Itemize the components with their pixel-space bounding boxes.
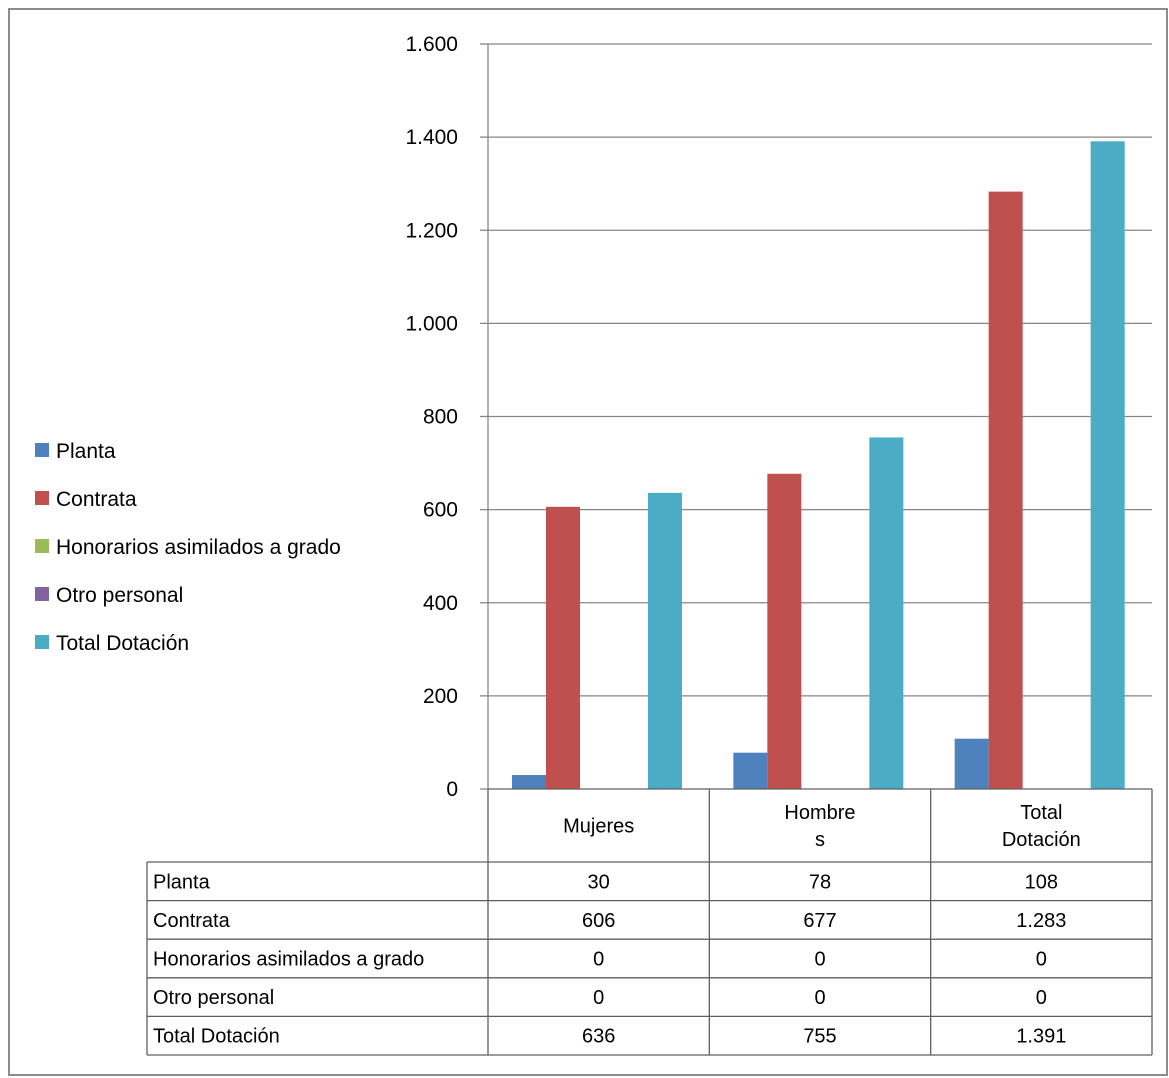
y-tick-label: 1.000 [405, 312, 458, 335]
table-cell-value: 0 [814, 949, 825, 971]
legend-swatch [35, 539, 49, 553]
bar-contrata [988, 191, 1023, 789]
y-tick-label: 200 [423, 685, 458, 708]
bar-total-dotación [648, 492, 682, 789]
table-cell-value: 1.391 [1016, 1026, 1066, 1048]
bar-planta [954, 738, 989, 789]
bar-planta [733, 752, 768, 789]
legend-swatch [35, 587, 49, 601]
table-cell-value: 606 [582, 910, 615, 932]
category-label: s [815, 829, 825, 851]
table-cell-value: 0 [1036, 949, 1047, 971]
legend-label: Total Dotación [56, 632, 189, 655]
table-row-label: Otro personal [153, 987, 274, 1009]
bar-total-dotación [1090, 141, 1125, 790]
table-row-label: Honorarios asimilados a grado [153, 949, 424, 971]
legend-label: Planta [56, 440, 116, 463]
bar-contrata [546, 506, 580, 789]
table-cell-value: 636 [582, 1026, 615, 1048]
table-cell-value: 0 [593, 949, 604, 971]
category-label: Dotación [1002, 829, 1081, 851]
legend-label: Otro personal [56, 584, 183, 607]
table-cell-value: 0 [814, 987, 825, 1009]
legend-swatch [35, 443, 49, 457]
table-cell-value: 677 [803, 910, 836, 932]
table-row-label: Planta [153, 871, 211, 893]
category-label: Hombre [784, 802, 855, 824]
table-cell-value: 0 [1036, 987, 1047, 1009]
table-row-label: Total Dotación [153, 1026, 280, 1048]
table-cell-value: 1.283 [1016, 910, 1066, 932]
category-label: Total [1020, 802, 1062, 824]
table-cell-value: 0 [593, 987, 604, 1009]
bar-contrata [767, 473, 802, 789]
chart-frame [8, 8, 1168, 1076]
table-row-label: Contrata [153, 910, 231, 932]
category-label: Mujeres [563, 816, 634, 838]
table-cell-value: 755 [803, 1026, 836, 1048]
legend-swatch [35, 635, 49, 649]
table-cell-value: 108 [1025, 871, 1058, 893]
y-tick-label: 600 [423, 499, 458, 522]
y-tick-label: 800 [423, 406, 458, 429]
legend-label: Contrata [56, 488, 137, 511]
y-tick-label: 1.200 [405, 219, 458, 242]
y-tick-label: 400 [423, 592, 458, 615]
y-tick-label: 1.600 [405, 33, 458, 56]
legend-swatch [35, 491, 49, 505]
table-cell-value: 30 [588, 871, 610, 893]
y-tick-label: 1.400 [405, 126, 458, 149]
y-tick-label: 0 [446, 778, 458, 801]
table-cell-value: 78 [809, 871, 831, 893]
bar-total-dotación [869, 437, 904, 789]
legend-label: Honorarios asimilados a grado [56, 536, 341, 559]
bar-planta [512, 775, 546, 789]
